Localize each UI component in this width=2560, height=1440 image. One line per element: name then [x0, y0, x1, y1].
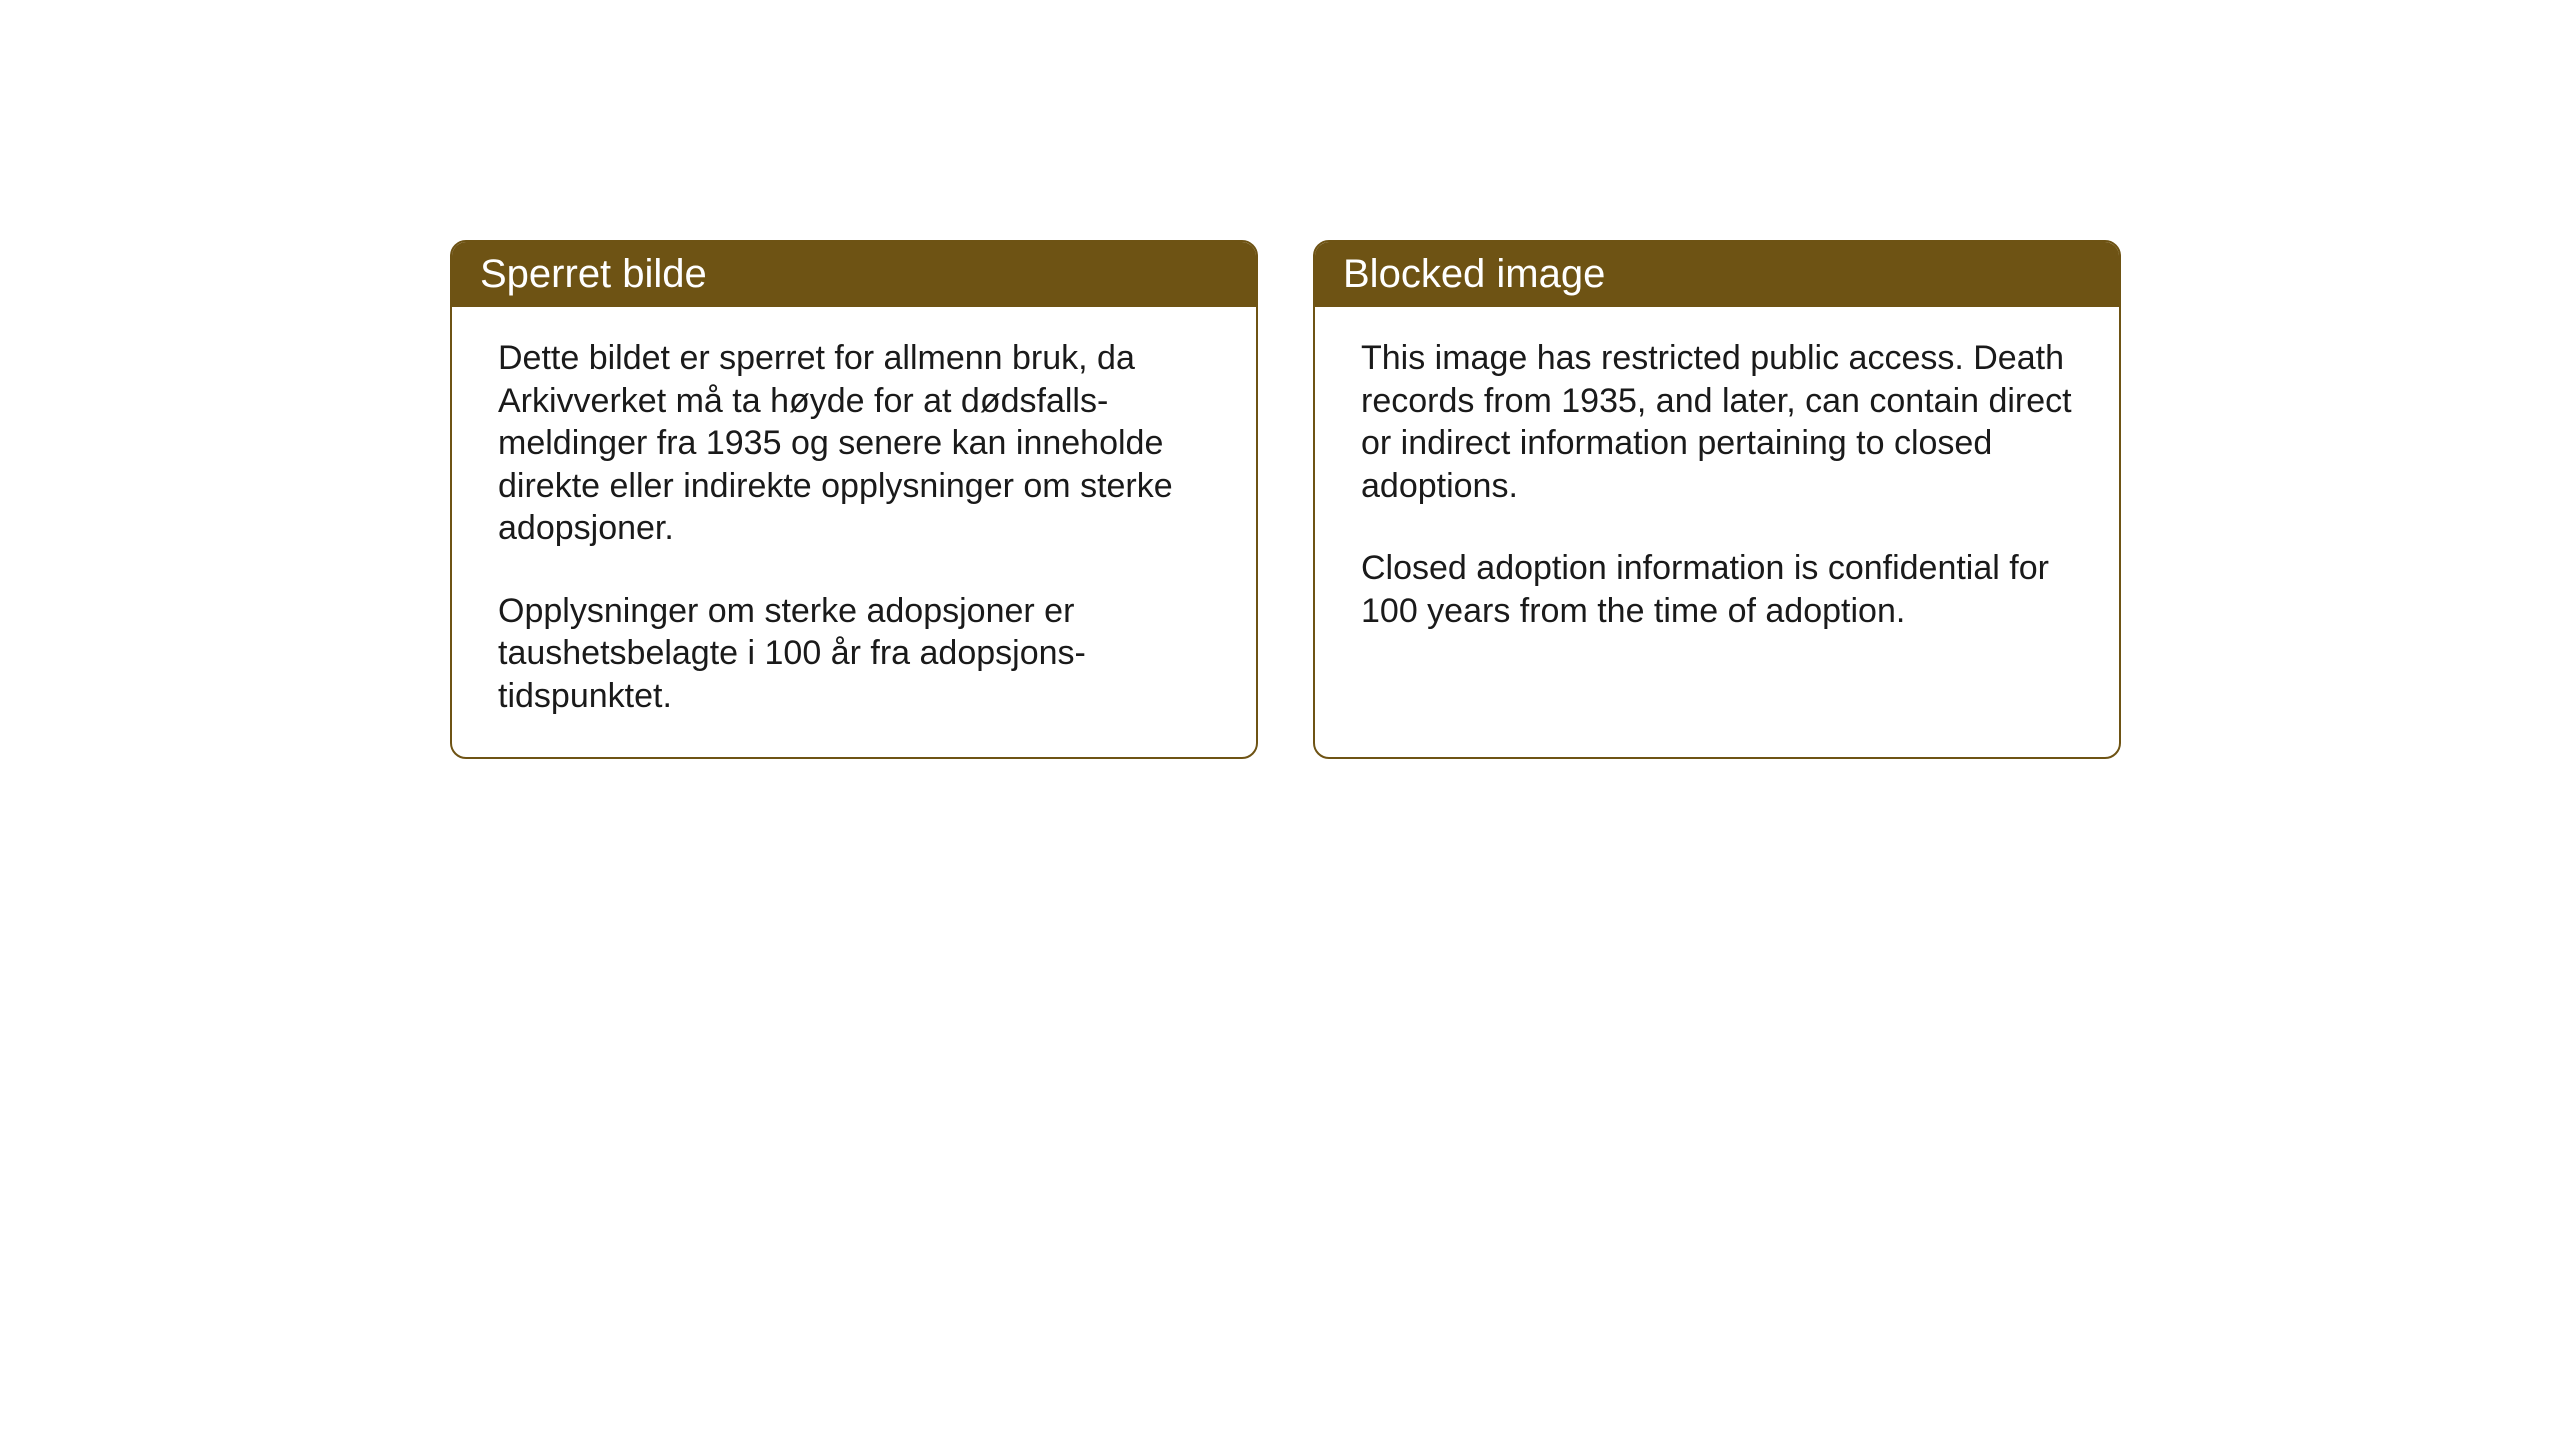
notice-card-norwegian: Sperret bilde Dette bildet er sperret fo…	[450, 240, 1258, 759]
card-body-norwegian: Dette bildet er sperret for allmenn bruk…	[452, 307, 1256, 757]
card-paragraph-1: Dette bildet er sperret for allmenn bruk…	[498, 337, 1210, 550]
card-paragraph-2: Closed adoption information is confident…	[1361, 547, 2073, 632]
notice-card-english: Blocked image This image has restricted …	[1313, 240, 2121, 759]
card-body-english: This image has restricted public access.…	[1315, 307, 2119, 672]
card-header-norwegian: Sperret bilde	[452, 242, 1256, 307]
card-header-english: Blocked image	[1315, 242, 2119, 307]
card-paragraph-1: This image has restricted public access.…	[1361, 337, 2073, 507]
card-paragraph-2: Opplysninger om sterke adopsjoner er tau…	[498, 590, 1210, 718]
card-title: Blocked image	[1343, 252, 1605, 296]
card-title: Sperret bilde	[480, 252, 707, 296]
notice-cards-container: Sperret bilde Dette bildet er sperret fo…	[450, 240, 2121, 759]
